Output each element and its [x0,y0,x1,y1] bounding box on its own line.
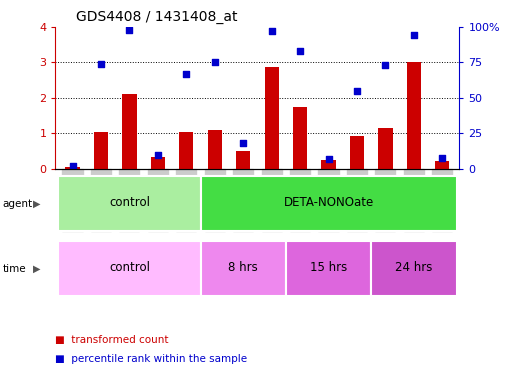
Point [211,59,219,65]
Text: 24 hrs: 24 hrs [395,261,432,274]
Bar [236,151,250,169]
Text: ▶: ▶ [33,264,40,274]
Text: ■  transformed count: ■ transformed count [55,335,169,345]
Point [353,88,361,94]
Bar [65,167,80,169]
Point [125,26,134,33]
Bar [322,160,336,169]
Bar [371,241,457,296]
Text: agent: agent [3,199,33,209]
Bar [58,176,201,231]
Bar [378,128,392,169]
Point [154,152,162,158]
Bar [150,157,165,169]
Text: GDS4408 / 1431408_at: GDS4408 / 1431408_at [76,10,237,25]
Text: 15 hrs: 15 hrs [310,261,347,274]
Point [239,140,248,146]
Bar [201,176,457,231]
Text: DETA-NONOate: DETA-NONOate [284,196,374,209]
Bar [265,67,279,169]
Text: ▶: ▶ [33,199,40,209]
Text: control: control [109,196,150,209]
Bar [293,107,307,169]
Bar [208,130,222,169]
Text: control: control [109,261,150,274]
Point [267,28,276,34]
Bar [179,132,193,169]
Point [381,62,390,68]
Point [182,71,191,77]
Bar [286,241,371,296]
Bar [58,241,201,296]
Bar [201,241,286,296]
Point [438,154,447,161]
Text: 8 hrs: 8 hrs [228,261,258,274]
Bar [94,132,108,169]
Bar [435,161,449,169]
Bar [122,94,137,169]
Bar [407,62,421,169]
Point [68,163,77,169]
Point [324,156,333,162]
Text: ■  percentile rank within the sample: ■ percentile rank within the sample [55,354,248,364]
Point [410,32,418,38]
Bar [350,136,364,169]
Text: time: time [3,264,26,274]
Point [296,48,304,54]
Point [97,61,105,67]
